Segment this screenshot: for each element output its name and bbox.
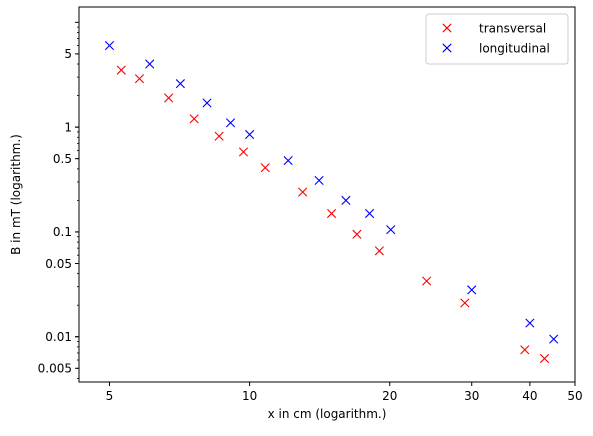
- y-tick-label: 0.01: [45, 330, 72, 344]
- data-point: [134, 74, 145, 84]
- data-point: [520, 345, 530, 355]
- legend-label: transversal: [479, 21, 546, 35]
- data-point: [214, 131, 224, 141]
- data-points: [104, 40, 559, 364]
- data-point: [386, 225, 396, 235]
- legend-label: longitudinal: [479, 41, 550, 55]
- data-point: [327, 208, 337, 219]
- data-point: [364, 208, 375, 219]
- data-point: [422, 276, 432, 286]
- data-point: [352, 229, 362, 239]
- data-point: [525, 318, 535, 328]
- y-axis: 0.005 0.01 0.05 0.1 0.5 1 5: [38, 21, 79, 379]
- data-point: [298, 187, 308, 197]
- legend-entry-transversal: transversal: [442, 21, 546, 35]
- data-point: [225, 118, 236, 128]
- legend-box: [425, 13, 569, 65]
- data-point: [283, 155, 293, 166]
- series-longitudinal: [104, 40, 559, 344]
- data-point: [104, 40, 115, 51]
- x-tick-label: 40: [522, 389, 537, 403]
- legend-marker: [442, 23, 452, 33]
- x-tick-label: 10: [242, 389, 257, 403]
- x-axis: 5 10 20 30 40 50: [106, 382, 583, 403]
- y-axis-label: B in mT (logarithm.): [9, 134, 23, 255]
- series-transversal: [116, 65, 550, 364]
- data-point: [145, 59, 155, 69]
- data-point: [549, 334, 559, 344]
- data-point: [539, 353, 550, 364]
- data-point: [260, 163, 270, 173]
- data-point: [238, 147, 249, 157]
- data-point: [374, 246, 384, 256]
- y-tick-label: 1: [64, 120, 72, 134]
- legend-entry-longitudinal: longitudinal: [442, 41, 550, 55]
- y-tick-label: 5: [64, 47, 72, 61]
- y-tick-label: 0.005: [38, 362, 72, 376]
- x-tick-label: 5: [106, 389, 114, 403]
- data-point: [314, 175, 324, 186]
- data-point: [467, 285, 477, 295]
- x-axis-label: x in cm (logarithm.): [268, 407, 387, 421]
- x-tick-label: 20: [382, 389, 397, 403]
- data-point: [189, 114, 199, 124]
- y-tick-label: 0.5: [53, 152, 72, 166]
- y-tick-label: 0.1: [53, 225, 72, 239]
- y-tick-label: 0.05: [45, 257, 72, 271]
- data-point: [202, 98, 212, 108]
- x-tick-label: 50: [567, 389, 582, 403]
- legend: transversal longitudinal: [425, 13, 569, 65]
- data-point: [164, 93, 174, 103]
- data-point: [245, 129, 255, 140]
- data-point: [460, 298, 470, 308]
- data-point: [341, 195, 351, 205]
- x-tick-label: 30: [464, 389, 479, 403]
- data-point: [175, 79, 185, 89]
- data-point: [116, 65, 126, 75]
- plot-area: [78, 6, 576, 383]
- legend-marker: [442, 43, 452, 53]
